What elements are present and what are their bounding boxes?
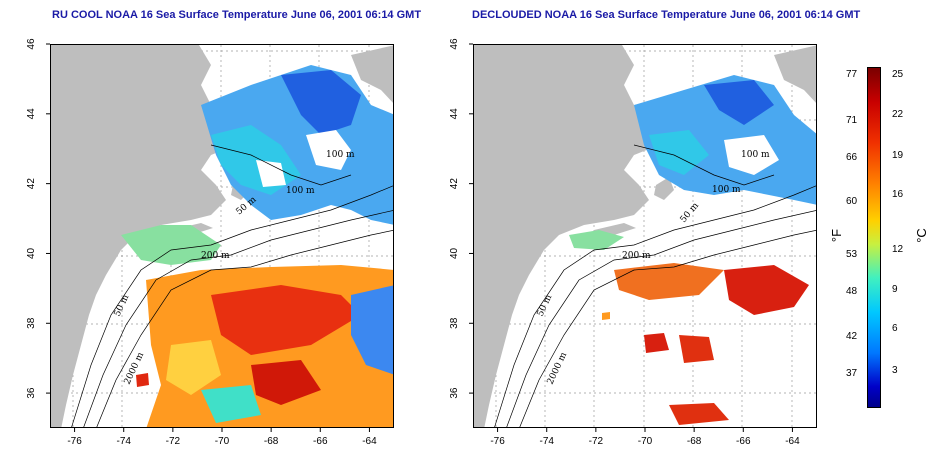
right-map-title: DECLOUDED NOAA 16 Sea Surface Temperatur… <box>472 9 861 21</box>
colorbar-f-tick: 71 <box>846 115 858 126</box>
left-x-tick-label: -72 <box>166 436 181 447</box>
right-x-tick-label: -68 <box>687 436 702 447</box>
colorbar-c-tick: 12 <box>892 244 904 255</box>
sst-hot-region-2 <box>251 360 321 405</box>
right-x-tick-label: -74 <box>539 436 554 447</box>
left-x-tick-label: -68 <box>264 436 279 447</box>
temperature-colorbar <box>867 67 881 408</box>
land-nova-scotia <box>774 45 816 103</box>
sst-shelf-band <box>121 225 221 265</box>
sst-hot-region <box>724 265 809 315</box>
right-y-tick-label: 40 <box>449 247 460 259</box>
colorbar-c-tick: 9 <box>892 284 898 295</box>
right-y-tick-label: 38 <box>449 317 460 329</box>
colorbar-c-tick: 16 <box>892 189 904 200</box>
sst-warm-region <box>614 263 724 300</box>
right-contours <box>494 144 816 427</box>
colorbar-f-tick: 77 <box>846 69 858 80</box>
right-x-tick-label: -76 <box>490 436 505 447</box>
land-cape-cod <box>654 177 674 200</box>
colorbar-c-tick: 6 <box>892 323 898 334</box>
left-x-tick-label: -74 <box>116 436 131 447</box>
contour-label-200m: 200 m <box>201 251 230 261</box>
sst-hot-region <box>211 285 361 355</box>
colorbar-f-tick: 53 <box>846 249 858 260</box>
cloud-patch <box>724 135 779 175</box>
right-map-svg: 100 m 100 m 50 m 200 m 50 m 2000 m <box>474 45 816 427</box>
right-y-tick-label: 36 <box>449 387 460 399</box>
sst-coldest-patch <box>704 80 774 125</box>
celsius-unit-label: °C <box>913 228 929 243</box>
right-y-tick-label: 42 <box>449 178 460 190</box>
contour-label-100m-b: 100 m <box>286 186 315 196</box>
sst-hot-spot-b <box>679 335 714 363</box>
land-mass <box>474 45 659 427</box>
sst-hot-spot-a <box>644 333 669 353</box>
sst-cool-east <box>351 285 393 375</box>
colorbar-f-tick: 42 <box>846 331 858 342</box>
cloud-patch-2 <box>256 160 286 187</box>
colorbar-f-tick: 37 <box>846 368 858 379</box>
colorbar-f-tick: 60 <box>846 196 858 207</box>
sst-shelf-band <box>569 230 624 250</box>
contour-label-200m: 200 m <box>622 251 651 261</box>
contour-label-100m-a: 100 m <box>741 150 770 160</box>
sst-mild-patch <box>166 340 221 395</box>
sst-teal-patch <box>201 385 261 423</box>
sst-hot-spot-c <box>669 403 729 425</box>
cloud-patch <box>306 130 351 170</box>
sst-coldest-patch <box>281 70 361 135</box>
left-map-svg: 100 m 100 m 50 m 200 m 50 m 2000 m <box>51 45 393 427</box>
colorbar-f-tick: 48 <box>846 286 858 297</box>
sst-cool-patch <box>649 130 709 175</box>
colorbar-c-tick: 3 <box>892 365 898 376</box>
left-y-tick-label: 46 <box>26 38 37 50</box>
colorbar-c-tick: 22 <box>892 109 904 120</box>
left-contours <box>71 144 393 427</box>
colorbar-c-tick: 25 <box>892 69 904 80</box>
sst-red-spot <box>136 373 149 387</box>
right-x-tick-label: -64 <box>785 436 800 447</box>
contour-label-100m-a: 100 m <box>326 150 355 160</box>
left-x-tick-label: -66 <box>313 436 328 447</box>
left-y-tick-label: 36 <box>26 387 37 399</box>
sst-orange-spot <box>602 312 610 320</box>
right-map-panel: 100 m 100 m 50 m 200 m 50 m 2000 m <box>473 44 817 428</box>
left-x-tick-label: -70 <box>215 436 230 447</box>
contour-label-100m-b: 100 m <box>712 185 741 195</box>
left-y-tick-label: 42 <box>26 178 37 190</box>
right-y-tick-label: 46 <box>449 38 460 50</box>
right-x-tick-label: -70 <box>638 436 653 447</box>
left-x-tick-label: -64 <box>362 436 377 447</box>
left-y-tick-label: 44 <box>26 108 37 120</box>
left-map-title: RU COOL NOAA 16 Sea Surface Temperature … <box>52 9 422 21</box>
right-x-tick-label: -66 <box>736 436 751 447</box>
land-mass <box>51 45 236 427</box>
colorbar-f-tick: 66 <box>846 152 858 163</box>
left-map-panel: 100 m 100 m 50 m 200 m 50 m 2000 m <box>50 44 394 428</box>
right-x-tick-label: -72 <box>589 436 604 447</box>
land-nova-scotia <box>351 45 393 103</box>
colorbar-c-tick: 19 <box>892 150 904 161</box>
left-x-tick-label: -76 <box>67 436 82 447</box>
left-y-tick-label: 40 <box>26 247 37 259</box>
right-y-tick-label: 44 <box>449 108 460 120</box>
left-y-tick-label: 38 <box>26 317 37 329</box>
fahrenheit-unit-label: °F <box>829 228 845 243</box>
